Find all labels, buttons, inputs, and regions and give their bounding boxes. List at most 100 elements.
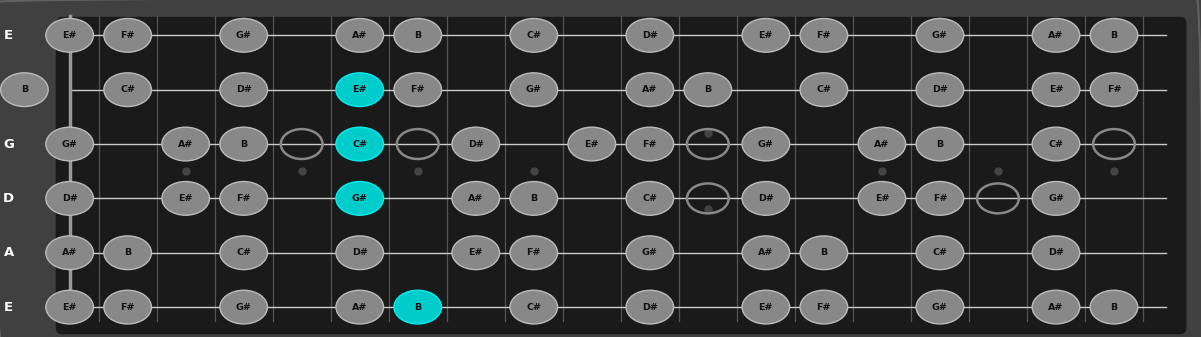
Text: B: B [937, 140, 944, 149]
Text: G#: G# [758, 140, 773, 149]
Text: D#: D# [932, 85, 948, 94]
Text: F#: F# [237, 194, 251, 203]
Ellipse shape [916, 73, 963, 106]
Ellipse shape [103, 290, 151, 324]
Text: F#: F# [817, 31, 831, 40]
Text: G#: G# [352, 194, 368, 203]
Text: G#: G# [235, 303, 252, 312]
Ellipse shape [626, 236, 674, 270]
Text: D: D [4, 192, 14, 205]
Ellipse shape [800, 19, 848, 52]
Text: D#: D# [352, 248, 368, 257]
Text: G#: G# [1048, 194, 1064, 203]
Ellipse shape [452, 182, 500, 215]
Ellipse shape [742, 236, 789, 270]
Text: E#: E# [468, 248, 483, 257]
Ellipse shape [46, 19, 94, 52]
Ellipse shape [394, 73, 442, 106]
Text: E#: E# [874, 194, 889, 203]
Text: G#: G# [932, 303, 948, 312]
Ellipse shape [1032, 73, 1080, 106]
Text: F#: F# [411, 85, 425, 94]
Ellipse shape [510, 19, 557, 52]
Ellipse shape [742, 127, 789, 161]
Ellipse shape [626, 290, 674, 324]
Text: D#: D# [641, 31, 658, 40]
Ellipse shape [103, 19, 151, 52]
Ellipse shape [916, 127, 963, 161]
Ellipse shape [46, 127, 94, 161]
Ellipse shape [568, 127, 616, 161]
Text: C#: C# [643, 194, 657, 203]
Text: D#: D# [235, 85, 252, 94]
Text: C#: C# [352, 140, 368, 149]
Text: D#: D# [61, 194, 78, 203]
Text: B: B [530, 194, 537, 203]
Ellipse shape [336, 236, 383, 270]
Ellipse shape [916, 290, 963, 324]
Ellipse shape [626, 127, 674, 161]
Text: E#: E# [179, 194, 193, 203]
Text: B: B [240, 140, 247, 149]
Text: G#: G# [235, 31, 252, 40]
Text: C#: C# [120, 85, 136, 94]
Ellipse shape [162, 182, 209, 215]
Ellipse shape [1091, 19, 1137, 52]
Ellipse shape [1032, 19, 1080, 52]
Ellipse shape [220, 182, 268, 215]
Ellipse shape [800, 73, 848, 106]
Ellipse shape [1032, 236, 1080, 270]
Text: B: B [1111, 303, 1118, 312]
Text: A#: A# [468, 194, 484, 203]
Text: F#: F# [1106, 85, 1122, 94]
Text: A#: A# [352, 31, 368, 40]
Ellipse shape [452, 236, 500, 270]
Ellipse shape [220, 236, 268, 270]
Ellipse shape [916, 19, 963, 52]
Ellipse shape [336, 290, 383, 324]
Ellipse shape [162, 127, 209, 161]
Ellipse shape [46, 236, 94, 270]
Text: A#: A# [352, 303, 368, 312]
Text: A#: A# [758, 248, 773, 257]
Text: G: G [4, 137, 14, 151]
Text: B: B [1111, 31, 1118, 40]
Ellipse shape [510, 290, 557, 324]
Text: A#: A# [178, 140, 193, 149]
Text: G#: G# [641, 248, 658, 257]
Text: G#: G# [61, 140, 78, 149]
Ellipse shape [800, 236, 848, 270]
Ellipse shape [742, 19, 789, 52]
Text: E: E [4, 29, 13, 42]
Ellipse shape [1032, 127, 1080, 161]
Ellipse shape [916, 182, 963, 215]
Text: C#: C# [526, 31, 542, 40]
Text: B: B [704, 85, 711, 94]
Text: F#: F# [933, 194, 948, 203]
Text: F#: F# [526, 248, 540, 257]
Ellipse shape [626, 19, 674, 52]
Ellipse shape [220, 127, 268, 161]
Ellipse shape [394, 290, 442, 324]
Ellipse shape [510, 182, 557, 215]
Ellipse shape [46, 290, 94, 324]
Text: C#: C# [1048, 140, 1063, 149]
Ellipse shape [394, 19, 442, 52]
Ellipse shape [220, 290, 268, 324]
Text: A: A [4, 246, 14, 259]
Text: B: B [820, 248, 827, 257]
Text: B: B [414, 303, 422, 312]
Ellipse shape [858, 182, 906, 215]
Ellipse shape [685, 73, 731, 106]
Ellipse shape [858, 127, 906, 161]
Ellipse shape [103, 73, 151, 106]
Ellipse shape [220, 73, 268, 106]
Ellipse shape [336, 19, 383, 52]
Text: A#: A# [643, 85, 657, 94]
Ellipse shape [220, 19, 268, 52]
Text: E#: E# [62, 303, 77, 312]
Text: A#: A# [874, 140, 890, 149]
Ellipse shape [742, 182, 789, 215]
Ellipse shape [1032, 290, 1080, 324]
Text: F#: F# [120, 303, 135, 312]
